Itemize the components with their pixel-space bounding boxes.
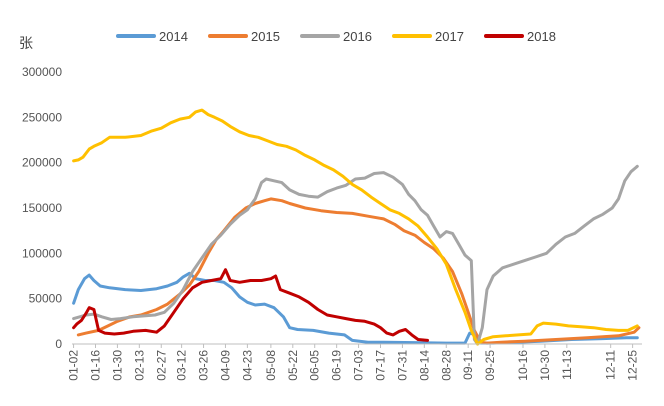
x-tick-label: 07-17 <box>373 350 387 381</box>
x-tick-label: 12-11 <box>604 350 618 380</box>
x-tick-label: 05-22 <box>286 350 300 381</box>
x-tick-label: 10-16 <box>516 350 530 381</box>
legend-label-2018: 2018 <box>527 29 556 44</box>
legend-label-2017: 2017 <box>435 29 464 44</box>
x-tick-label: 12-25 <box>626 350 640 381</box>
x-tick-label: 02-27 <box>154 350 168 381</box>
x-tick-label: 06-05 <box>308 350 322 381</box>
x-tick-label: 02-13 <box>132 350 146 381</box>
y-tick-label: 100000 <box>22 246 62 260</box>
x-tick-label: 04-09 <box>218 350 232 381</box>
x-tick-label: 08-28 <box>439 350 453 381</box>
x-tick-label: 01-02 <box>67 350 81 381</box>
legend-label-2015: 2015 <box>251 29 280 44</box>
y-tick-label: 200000 <box>22 156 62 170</box>
x-tick-label: 07-31 <box>395 350 409 381</box>
y-tick-label: 300000 <box>22 65 62 79</box>
x-tick-label: 07-03 <box>352 350 366 381</box>
series-line-2015 <box>76 197 641 345</box>
x-tick-label: 01-30 <box>110 350 124 381</box>
y-axis: 0 50000 100000 150000 200000 250000 300000 <box>22 65 62 351</box>
x-tick-label: 06-19 <box>330 350 344 381</box>
series-line-2017 <box>72 108 639 346</box>
y-tick-label: 250000 <box>22 110 62 124</box>
x-tick-label: 11-13 <box>560 350 574 380</box>
legend-label-2016: 2016 <box>343 29 372 44</box>
x-tick-label: 01-16 <box>88 350 102 381</box>
y-axis-unit-label: 张 <box>19 35 33 51</box>
series-line-2016 <box>72 164 639 346</box>
y-tick-label: 50000 <box>29 292 63 306</box>
x-tick-label: 05-08 <box>264 350 278 381</box>
legend: 2014 2015 2016 2017 2018 <box>116 29 556 44</box>
series-line-2018 <box>72 268 429 342</box>
y-tick-label: 0 <box>55 337 62 351</box>
x-tick-label: 03-26 <box>197 350 211 381</box>
x-tick-label: 04-23 <box>240 350 254 381</box>
x-axis: 01-02 01-16 01-30 02-13 02-27 03-12 03-26 04-09… <box>67 344 640 381</box>
x-tick-label: 09-11 <box>461 350 475 380</box>
x-tick-label: 10-30 <box>538 350 552 381</box>
x-tick-label: 09-25 <box>483 350 497 381</box>
x-tick-label: 08-14 <box>417 350 431 381</box>
legend-label-2014: 2014 <box>159 29 188 44</box>
y-tick-label: 150000 <box>22 201 62 215</box>
x-tick-label: 03-12 <box>175 350 189 381</box>
series-layer <box>72 108 641 346</box>
